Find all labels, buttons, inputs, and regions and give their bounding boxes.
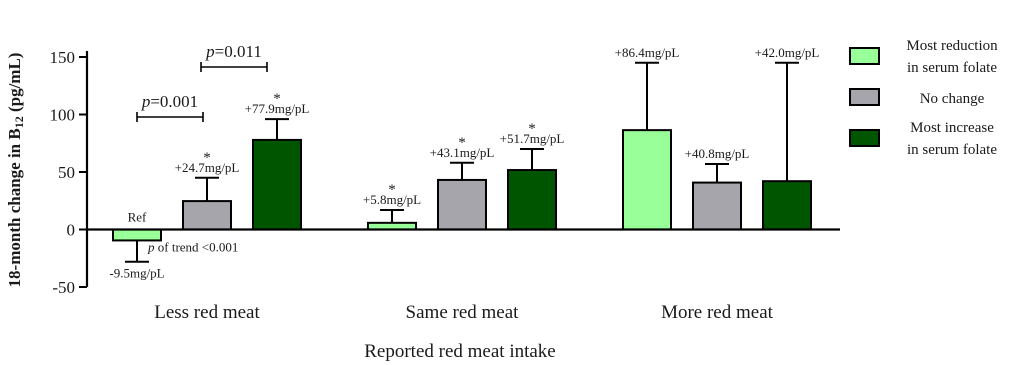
- x-tick-label: Less red meat: [154, 302, 260, 323]
- ref-label: Ref: [128, 210, 147, 225]
- data-label: +24.7mg/pL: [175, 160, 240, 175]
- data-label: +43.1mg/pL: [430, 145, 495, 160]
- legend-swatch: [849, 129, 880, 147]
- data-label: +77.9mg/pL: [245, 101, 310, 116]
- legend-swatch: [849, 47, 880, 65]
- bracket-2-label: p=0.011: [205, 42, 262, 61]
- bar: [507, 169, 557, 231]
- x-tick-label: Same red meat: [406, 302, 520, 323]
- legend: Most reduction in serum folate No change Mo…: [849, 38, 998, 158]
- legend-swatch: [849, 88, 880, 106]
- significance-star: *: [203, 150, 211, 166]
- bar: [692, 181, 742, 231]
- bar: [622, 129, 672, 231]
- legend-label: in serum folate: [907, 142, 997, 158]
- trend-p-value: p of trend <0.001: [147, 240, 238, 255]
- data-label: +86.4mg/pL: [615, 45, 680, 60]
- bar: [252, 138, 302, 231]
- y-tick-label: -50: [52, 278, 75, 297]
- y-tick-label: 0: [67, 221, 76, 240]
- data-label: +40.8mg/pL: [685, 146, 750, 161]
- significance-star: *: [388, 182, 396, 198]
- data-label: -9.5mg/pL: [109, 266, 164, 281]
- legend-label: Most reduction: [906, 38, 998, 54]
- y-tick-label: 150: [50, 48, 76, 67]
- data-label: +5.8mg/pL: [363, 192, 421, 207]
- bar: [182, 200, 232, 231]
- data-label: +51.7mg/pL: [500, 131, 565, 146]
- significance-star: *: [528, 121, 536, 137]
- legend-label: Most increase: [910, 120, 994, 136]
- y-tick-label: 100: [50, 106, 76, 125]
- x-axis-label: Reported red meat intake: [364, 341, 556, 362]
- y-axis-label: 18-month change in B12 (pg/mL): [5, 53, 26, 288]
- significance-star: *: [273, 91, 281, 107]
- x-tick-label: More red meat: [661, 302, 774, 323]
- bar: [762, 180, 812, 231]
- bracket-1-label: p=0.001: [141, 92, 198, 111]
- significance-star: *: [458, 135, 466, 151]
- data-label: +42.0mg/pL: [755, 45, 820, 60]
- legend-label: No change: [920, 91, 985, 107]
- axes: -50 0 50 100 150 Less red meat Same red meat Mo…: [50, 48, 840, 323]
- plot-area: -9.5mg/pL+24.7mg/pL*+77.9mg/pL*+5.8mg/pL…: [109, 42, 819, 281]
- legend-label: in serum folate: [907, 60, 997, 76]
- bar: [437, 178, 487, 231]
- y-tick-label: 50: [58, 163, 75, 182]
